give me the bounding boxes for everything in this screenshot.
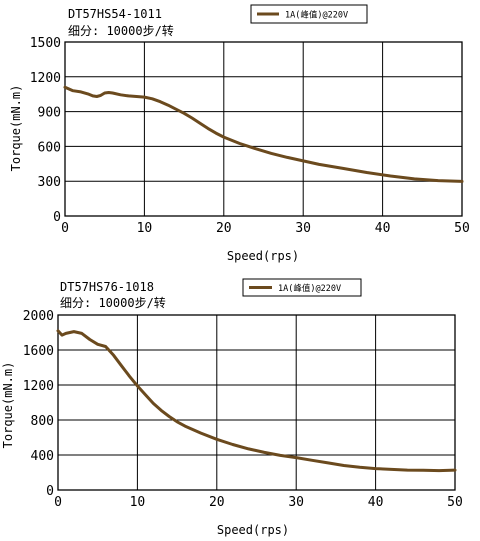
- chart-1-x-axis-label: Speed(rps): [227, 249, 299, 263]
- x-tick-label: 30: [295, 221, 311, 236]
- torque-series-line: [63, 85, 464, 183]
- x-tick-label: 0: [61, 221, 69, 236]
- plot-frame: [64, 41, 463, 217]
- y-tick-label: 800: [31, 414, 54, 429]
- chart-1: DT57HS54-1011 细分: 10000步/转 1A(峰值)@220V 0…: [9, 4, 470, 263]
- chart-2-legend-label: 1A(峰值)@220V: [278, 283, 341, 294]
- x-tick-label: 0: [54, 495, 62, 510]
- plot-frame: [57, 314, 456, 491]
- x-tick-label: 20: [216, 221, 232, 236]
- x-tick-label: 30: [288, 495, 304, 510]
- x-tick-label: 40: [375, 221, 391, 236]
- y-tick-label: 1600: [23, 344, 54, 359]
- torque-series-line: [56, 329, 457, 473]
- chart-1-legend: 1A(峰值)@220V: [250, 4, 368, 24]
- y-tick-label: 1200: [23, 379, 54, 394]
- chart-1-legend-box: [250, 4, 368, 24]
- chart-2-x-axis-label: Speed(rps): [217, 523, 289, 537]
- y-tick-label: 1200: [30, 71, 61, 86]
- y-tick-label: 1500: [30, 36, 61, 51]
- y-tick-label: 2000: [23, 309, 54, 324]
- chart-1-plot-area: 0 10 20 30 40 50 0 300 600 900 1200 1500: [30, 36, 470, 236]
- x-tick-label: 10: [137, 221, 153, 236]
- y-tick-label: 900: [38, 106, 61, 121]
- chart-2-plot-area: 0 10 20 30 40 50 0 400 800 1200 1600 2000: [23, 309, 463, 510]
- x-tick-label: 50: [454, 221, 470, 236]
- chart-2-subtitle: 细分: 10000步/转: [60, 295, 166, 310]
- y-tick-label: 400: [31, 449, 54, 464]
- chart-1-subtitle: 细分: 10000步/转: [68, 23, 174, 38]
- chart-2: DT57HS76-1018 细分: 10000步/转 1A(峰值)@220V 0…: [1, 278, 463, 537]
- y-tick-label: 0: [53, 210, 61, 225]
- chart-1-title: DT57HS54-1011: [68, 7, 162, 21]
- x-tick-label: 50: [447, 495, 463, 510]
- chart-2-title: DT57HS76-1018: [60, 280, 154, 294]
- chart-1-y-axis-label: Torque(mN.m): [9, 85, 23, 172]
- y-tick-label: 300: [38, 175, 61, 190]
- x-tick-label: 20: [209, 495, 225, 510]
- x-tick-label: 40: [368, 495, 384, 510]
- x-tick-label: 10: [130, 495, 146, 510]
- chart-1-legend-label: 1A(峰值)@220V: [285, 10, 348, 21]
- chart-2-y-axis-label: Torque(mN.m): [1, 362, 15, 449]
- chart-2-legend-box: [242, 278, 362, 297]
- y-tick-label: 0: [46, 484, 54, 499]
- y-tick-label: 600: [38, 140, 61, 155]
- chart-2-legend: 1A(峰值)@220V: [242, 278, 362, 297]
